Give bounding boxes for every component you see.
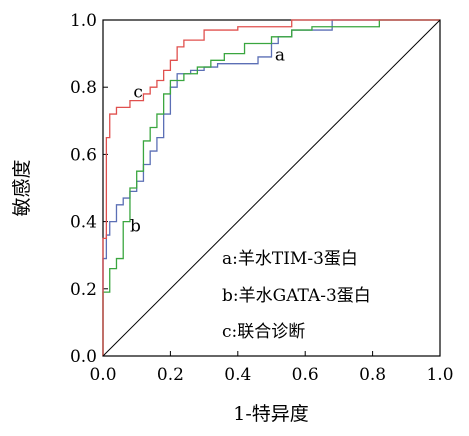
- plot-frame: [102, 19, 441, 357]
- series-line-a: [102, 19, 440, 356]
- y-tick-label: 0.4: [70, 213, 97, 233]
- reference-diagonal: [102, 19, 441, 357]
- curve-label-c: c: [133, 82, 143, 102]
- x-tick-label: 1.0: [426, 365, 453, 385]
- legend-entry-b: b:羊水GATA-3蛋白: [222, 286, 371, 306]
- x-tick-label: 0.0: [89, 365, 116, 385]
- y-tick-label: 1.0: [70, 11, 97, 31]
- y-tick-label: 0.6: [70, 145, 97, 165]
- x-tick-label: 0.8: [359, 365, 386, 385]
- legend-entry-c: c:联合诊断: [222, 322, 305, 342]
- curve-label-a: a: [275, 45, 285, 65]
- plot-area: 0.0 0.2 0.4 0.6 0.8 1.0 0.0 0.2 0.4 0.6 0.8 1.0 a b c: [70, 11, 454, 385]
- y-tick-label: 0.8: [70, 78, 97, 98]
- x-tick-label: 0.4: [224, 365, 251, 385]
- x-tick-label: 0.6: [292, 365, 319, 385]
- curve-label-b: b: [130, 217, 141, 237]
- series-line-b: [102, 19, 440, 356]
- y-tick-label: 0.2: [70, 280, 97, 300]
- y-tick-label: 0.0: [70, 347, 97, 367]
- series-line-c: [102, 19, 440, 356]
- x-axis-title: 1-特异度: [233, 403, 309, 425]
- legend-entry-a: a:羊水TIM-3蛋白: [222, 249, 358, 269]
- x-tick-label: 0.2: [157, 365, 184, 385]
- y-axis-title: 敏感度: [11, 159, 33, 216]
- legend: a:羊水TIM-3蛋白 b:羊水GATA-3蛋白 c:联合诊断: [222, 249, 371, 342]
